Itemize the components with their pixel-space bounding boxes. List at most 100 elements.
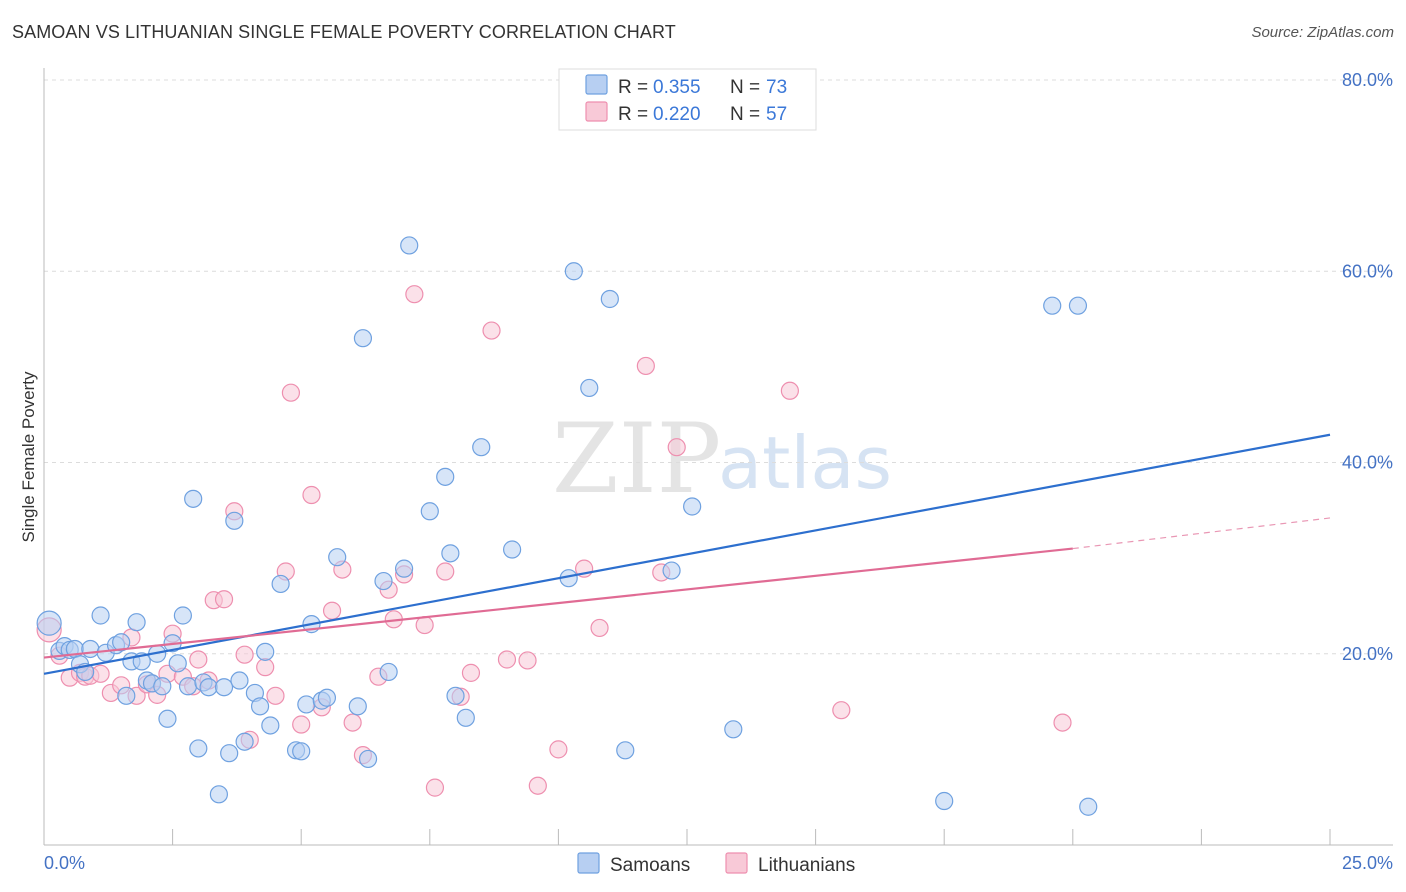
- legend-swatch-samoans: [585, 74, 608, 95]
- point-samoans-56: [441, 544, 460, 563]
- point-samoans-54: [420, 502, 439, 521]
- point-samoans-70: [1043, 296, 1062, 315]
- point-lithuanians-18: [189, 650, 208, 669]
- axes: [43, 68, 1393, 846]
- point-samoans-49: [358, 749, 378, 769]
- y-tick-label-3: 80.0%: [1342, 70, 1393, 90]
- trendline-lithuanians: [43, 547, 1073, 659]
- point-samoans-30: [214, 678, 234, 697]
- point-samoans-60: [503, 540, 522, 559]
- bottom-legend-label-samoans: Samoans: [610, 855, 690, 876]
- point-samoans-26: [189, 739, 208, 758]
- point-samoans-48: [353, 329, 373, 348]
- point-samoans-25: [184, 489, 203, 508]
- point-samoans-34: [235, 732, 254, 751]
- point-samoans-31: [220, 744, 239, 763]
- y-tick-labels: 20.0% 40.0% 60.0% 80.0%: [1342, 70, 1393, 664]
- point-lithuanians-30: [302, 485, 321, 505]
- bottom-legend-label-lithuanians: Lithuanians: [758, 855, 855, 876]
- point-lithuanians-41: [415, 615, 434, 635]
- point-lithuanians-6: [91, 664, 110, 683]
- point-samoans-64: [600, 289, 619, 309]
- y-axis-title: Single Female Poverty: [19, 371, 38, 543]
- point-samoans-67: [683, 497, 702, 516]
- legend-n-label-lithuanians: N =: [730, 104, 760, 125]
- point-lithuanians-56: [780, 381, 799, 400]
- point-samoans-66: [662, 561, 681, 580]
- legend-n-label-samoans: N =: [730, 77, 760, 98]
- point-samoans-24: [178, 677, 198, 696]
- y-tick-label-2: 60.0%: [1342, 261, 1393, 281]
- point-samoans-11: [112, 633, 131, 652]
- point-lithuanians-45: [461, 663, 481, 682]
- point-samoans-59: [472, 438, 491, 457]
- point-samoans-68: [724, 720, 743, 739]
- point-lithuanians-42: [425, 778, 445, 797]
- trendline-ext-lithuanians: [1072, 517, 1331, 550]
- legend-r-label-samoans: R =: [618, 77, 648, 98]
- bottom-legend-swatch-samoans: [577, 852, 600, 874]
- watermark: ZIP atlas: [552, 403, 892, 515]
- point-samoans-45: [317, 688, 337, 707]
- legend-swatch-lithuanians: [585, 101, 608, 122]
- point-lithuanians-21: [214, 590, 234, 609]
- point-samoans-0: [36, 610, 62, 636]
- point-lithuanians-34: [343, 713, 362, 732]
- point-samoans-32: [225, 511, 244, 530]
- point-samoans-20: [158, 709, 177, 728]
- watermark-zip: ZIP: [552, 403, 721, 515]
- point-lithuanians-25: [256, 658, 275, 677]
- point-lithuanians-29: [292, 715, 311, 734]
- legend-r-value-lithuanians: 0.220: [653, 104, 701, 125]
- legend-n-value-samoans: 73: [766, 77, 787, 98]
- x-tick-label-min: 0.0%: [44, 853, 85, 873]
- point-samoans-33: [230, 671, 249, 690]
- point-samoans-57: [446, 686, 465, 705]
- point-lithuanians-57: [832, 701, 851, 720]
- point-lithuanians-58: [1053, 713, 1072, 732]
- bottom-legend: Samoans Lithuanians: [577, 852, 855, 876]
- point-samoans-63: [580, 378, 599, 398]
- point-samoans-71: [1068, 296, 1088, 315]
- point-samoans-58: [456, 708, 475, 727]
- point-samoans-50: [374, 571, 393, 591]
- point-lithuanians-55: [667, 438, 686, 457]
- point-samoans-22: [168, 654, 187, 673]
- top-legend: R = 0.355 N = 73 R = 0.220 N = 57: [558, 68, 817, 131]
- point-lithuanians-46: [482, 321, 501, 340]
- point-samoans-53: [400, 236, 419, 255]
- point-samoans-41: [292, 742, 311, 761]
- point-samoans-46: [328, 548, 347, 567]
- y-tick-label-1: 40.0%: [1342, 453, 1393, 473]
- point-samoans-14: [127, 613, 146, 632]
- legend-r-value-samoans: 0.355: [653, 77, 701, 98]
- x-tick-labels: 0.0% 25.0%: [44, 853, 1393, 873]
- chart-title: SAMOAN VS LITHUANIAN SINGLE FEMALE POVER…: [12, 22, 676, 42]
- point-lithuanians-40: [405, 285, 424, 304]
- point-samoans-72: [1079, 797, 1098, 816]
- point-samoans-29: [209, 785, 228, 804]
- point-samoans-19: [153, 677, 172, 696]
- grid: [44, 79, 1393, 655]
- point-lithuanians-23: [235, 645, 254, 664]
- point-samoans-38: [261, 716, 280, 735]
- point-lithuanians-32: [322, 601, 342, 620]
- x-tick-label-max: 25.0%: [1342, 853, 1393, 873]
- point-samoans-23: [173, 606, 192, 625]
- point-samoans-51: [379, 662, 398, 682]
- point-samoans-62: [564, 262, 583, 281]
- point-lithuanians-26: [266, 686, 285, 705]
- bottom-legend-swatch-lithuanians: [725, 852, 748, 874]
- point-samoans-8: [91, 606, 110, 625]
- point-lithuanians-48: [518, 651, 537, 670]
- point-samoans-42: [297, 695, 316, 714]
- point-samoans-28: [199, 678, 218, 697]
- point-samoans-7: [81, 639, 100, 659]
- point-lithuanians-43: [436, 562, 455, 581]
- point-lithuanians-50: [549, 740, 568, 759]
- point-samoans-65: [616, 741, 635, 760]
- y-tick-label-0: 20.0%: [1342, 644, 1393, 664]
- series-lithuanians-points: [36, 285, 1072, 797]
- point-samoans-52: [394, 559, 414, 578]
